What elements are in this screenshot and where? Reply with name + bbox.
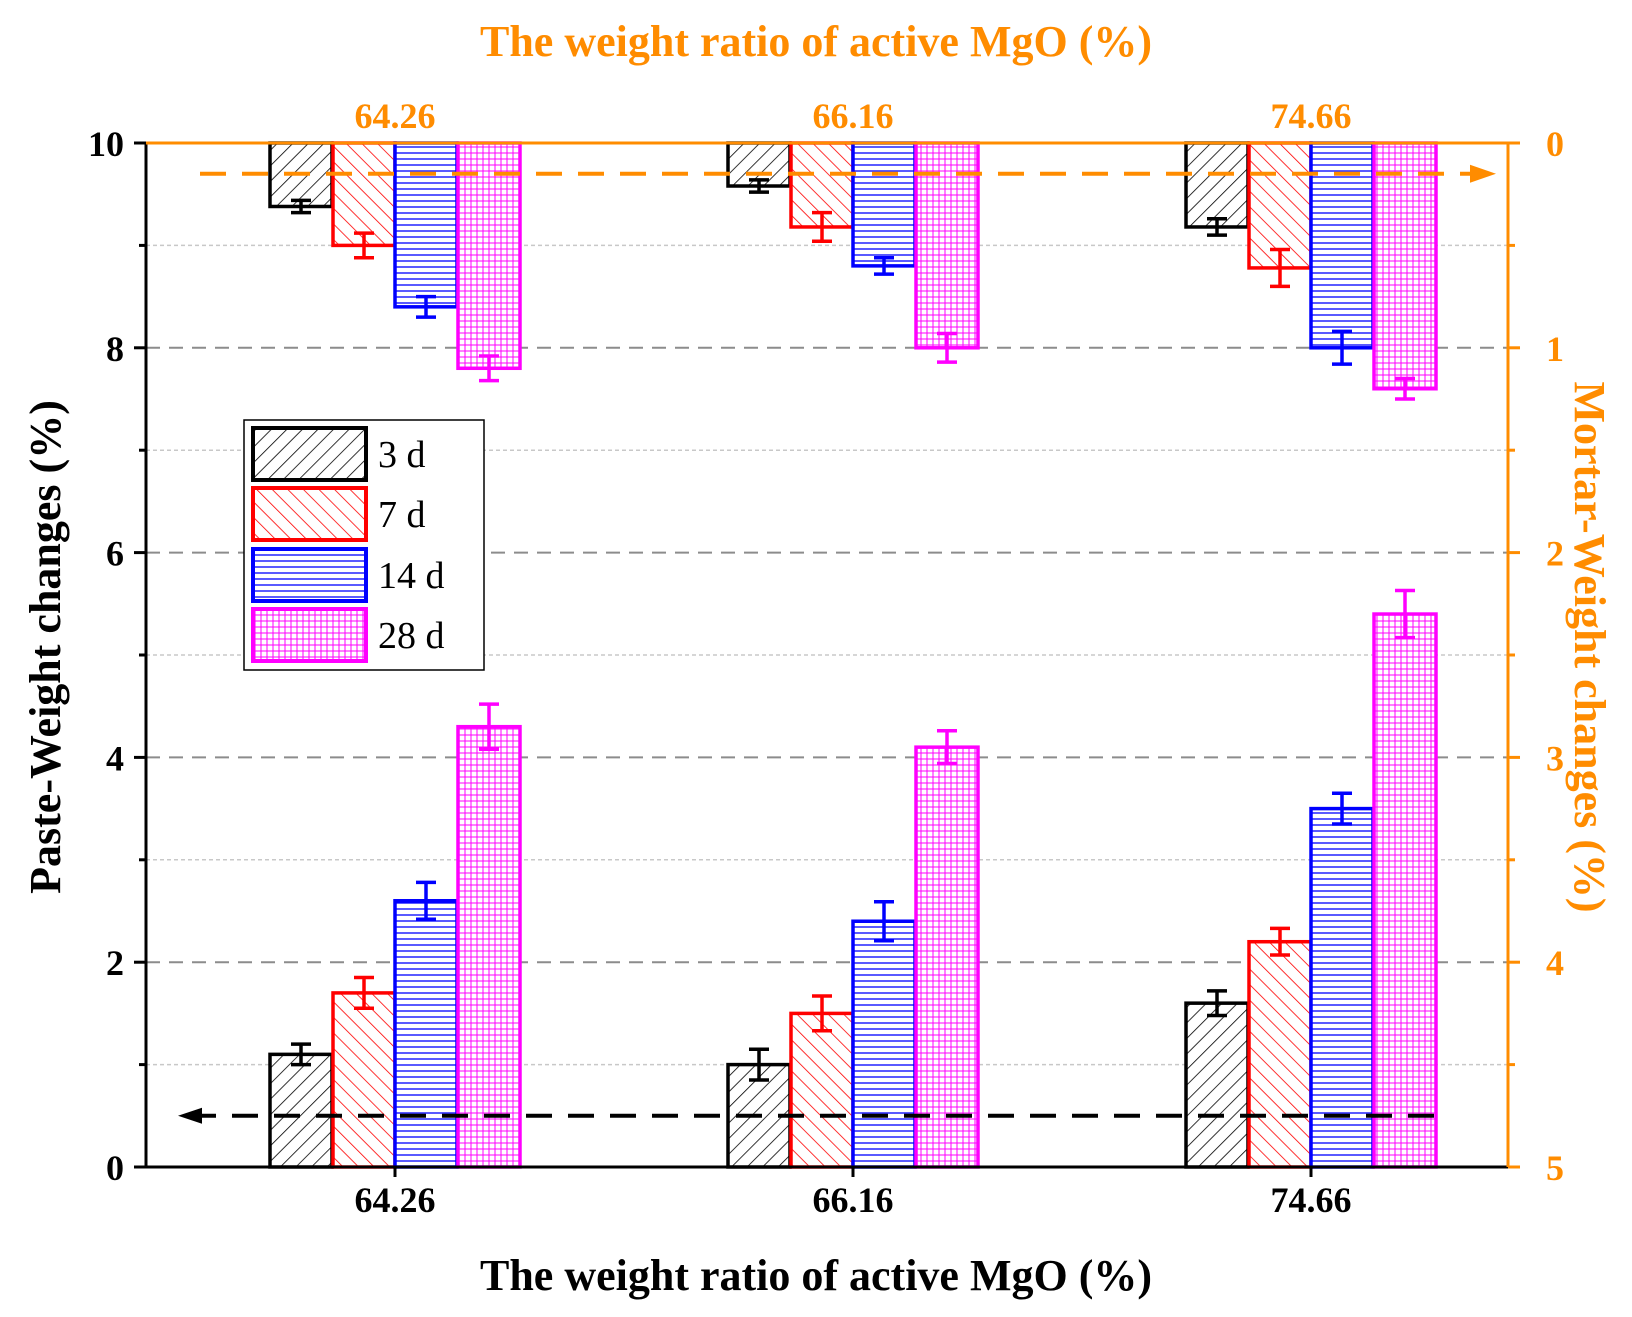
mortar-bar-14d bbox=[1309, 141, 1375, 350]
left-axis-title: Paste-Weight changes (%) bbox=[21, 400, 70, 894]
legend-label-14d: 14 d bbox=[378, 555, 445, 597]
top-axis-title: The weight ratio of active MgO (%) bbox=[480, 17, 1152, 66]
paste-bar-3d bbox=[1184, 1001, 1250, 1169]
paste-bar-7d bbox=[331, 991, 397, 1169]
paste-axis-arrowhead bbox=[178, 1107, 202, 1124]
paste-bar-28d bbox=[1372, 612, 1438, 1169]
reference-arrows bbox=[178, 164, 1496, 1124]
top-category-label: 66.16 bbox=[813, 96, 894, 136]
legend-swatch-14d bbox=[251, 547, 368, 603]
left-tick-label: 6 bbox=[106, 534, 124, 574]
mortar-bar-3d bbox=[1184, 141, 1250, 229]
left-tick-label: 10 bbox=[88, 124, 124, 164]
mortar-bar-14d bbox=[851, 141, 917, 268]
legend-swatch-3d bbox=[251, 426, 368, 482]
paste-bar-28d bbox=[456, 724, 522, 1169]
right-tick-label: 0 bbox=[1546, 124, 1564, 164]
bottom-axis-title: The weight ratio of active MgO (%) bbox=[480, 1251, 1152, 1300]
legend: 3 d 7 d 14 d 28 d bbox=[243, 419, 485, 671]
mortar-bar-28d bbox=[1372, 141, 1438, 391]
bottom-category-label: 74.66 bbox=[1271, 1180, 1352, 1220]
legend-swatch-7d bbox=[251, 486, 368, 542]
left-tick-label: 4 bbox=[106, 738, 124, 778]
mortar-bar-28d bbox=[456, 141, 522, 371]
top-category-label: 74.66 bbox=[1271, 96, 1352, 136]
bottom-category-label: 66.16 bbox=[813, 1180, 894, 1220]
mortar-bars bbox=[268, 141, 1438, 401]
right-tick-label: 4 bbox=[1546, 943, 1564, 983]
legend-swatch-28d bbox=[251, 607, 368, 663]
mortar-bar-7d bbox=[1247, 141, 1313, 270]
axes-layer: 0 2 4 6 8 10 0 1 2 3 4 5 64.26 66.16 74.66 64.26 66.16 74… bbox=[88, 96, 1564, 1220]
paste-bar-7d bbox=[789, 1011, 855, 1169]
paste-bar-7d bbox=[1247, 939, 1313, 1169]
right-tick-label: 1 bbox=[1546, 329, 1564, 369]
right-tick-label: 2 bbox=[1546, 534, 1564, 574]
left-tick-label: 8 bbox=[106, 329, 124, 369]
legend-label-3d: 3 d bbox=[378, 434, 426, 476]
left-tick-label: 2 bbox=[106, 943, 124, 983]
right-tick-label: 3 bbox=[1546, 738, 1564, 778]
paste-bar-14d bbox=[851, 919, 917, 1169]
mortar-bar-14d bbox=[393, 141, 459, 309]
right-tick-label: 5 bbox=[1546, 1148, 1564, 1188]
mortar-axis-arrowhead bbox=[1470, 164, 1496, 183]
paste-bar-28d bbox=[914, 745, 980, 1169]
mortar-bar-7d bbox=[331, 141, 397, 248]
top-category-label: 64.26 bbox=[355, 96, 436, 136]
left-tick-label: 0 bbox=[106, 1148, 124, 1188]
right-axis-title: Mortar-Weight changes (%) bbox=[1565, 381, 1614, 912]
legend-label-7d: 7 d bbox=[378, 494, 426, 536]
legend-label-28d: 28 d bbox=[378, 615, 445, 657]
bottom-category-label: 64.26 bbox=[355, 1180, 436, 1220]
paste-bar-14d bbox=[393, 899, 459, 1169]
paste-bar-14d bbox=[1309, 806, 1375, 1169]
paste-bars bbox=[268, 588, 1438, 1169]
paste-bar-3d bbox=[268, 1052, 334, 1169]
